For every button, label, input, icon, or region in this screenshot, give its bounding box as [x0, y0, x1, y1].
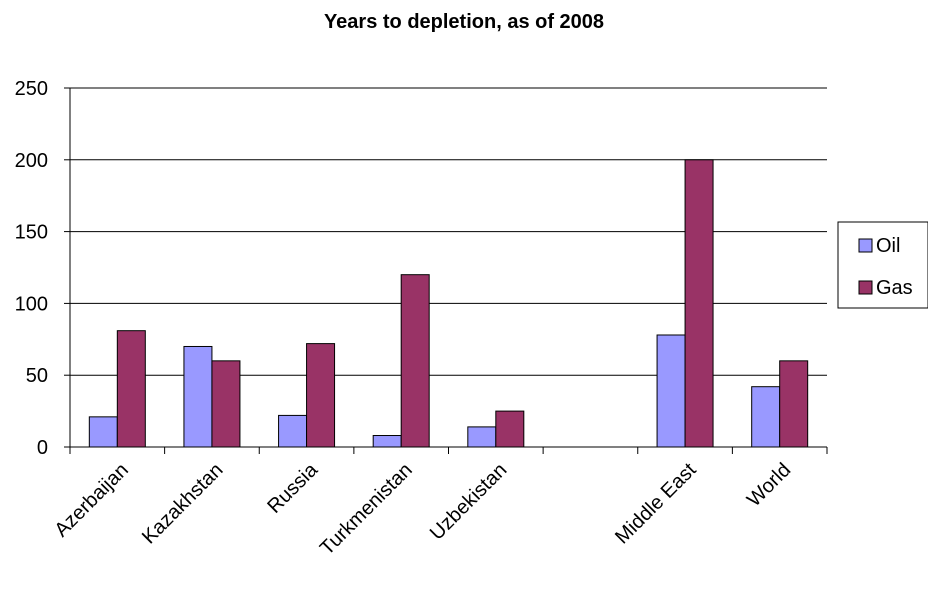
legend-swatch-gas: [858, 280, 873, 295]
y-tick-label: 50: [26, 365, 48, 387]
x-tick-label: Uzbekistan: [426, 459, 512, 545]
x-tick-label: Middle East: [611, 459, 701, 549]
x-tick-label: Turkmenistan: [316, 459, 417, 560]
bar-oil-turkmenistan: [372, 435, 402, 448]
legend-swatch-oil: [858, 238, 873, 253]
chart-title: Years to depletion, as of 2008: [324, 11, 604, 33]
bar-oil-world: [751, 386, 781, 448]
legend-label-gas: Gas: [876, 277, 913, 299]
y-tick-label: 100: [15, 293, 48, 315]
bar-oil-russia: [278, 414, 308, 448]
bar-gas-uzbekistan: [495, 410, 525, 448]
y-tick-label: 200: [15, 150, 48, 172]
bar-gas-azerbaijan: [116, 330, 146, 448]
bar-oil-uzbekistan: [467, 426, 497, 448]
x-tick-label: Russia: [263, 458, 322, 517]
bars: [88, 159, 809, 448]
bar-oil-middle-east: [656, 334, 686, 448]
bar-gas-turkmenistan: [400, 274, 430, 448]
x-tick-label: Kazakhstan: [138, 459, 227, 548]
bar-gas-russia: [306, 343, 336, 448]
x-tick-label: World: [743, 459, 795, 511]
y-tick-label: 150: [15, 222, 48, 244]
bar-gas-middle-east: [684, 159, 714, 448]
legend: Oil Gas: [837, 221, 928, 309]
y-tick-label: 0: [37, 437, 48, 459]
bar-gas-world: [779, 360, 809, 448]
bar-gas-kazakhstan: [211, 360, 241, 448]
legend-box: [837, 221, 928, 309]
bar-oil-azerbaijan: [88, 416, 118, 448]
x-tick-label: Azerbaijan: [50, 459, 132, 541]
legend-label-oil: Oil: [876, 235, 900, 257]
bar-oil-kazakhstan: [183, 345, 213, 448]
y-tick-label: 250: [15, 78, 48, 100]
